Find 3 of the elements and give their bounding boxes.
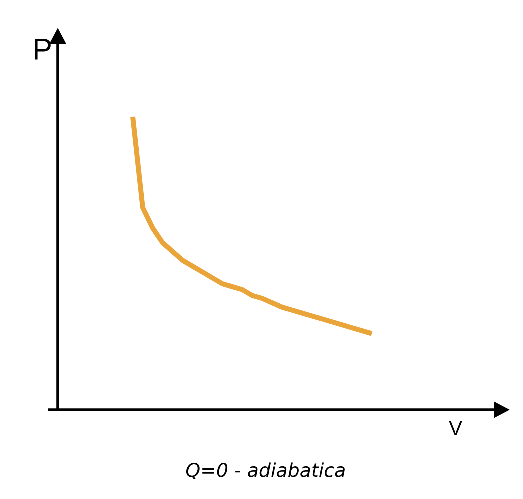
y-axis-title: P: [35, 39, 51, 60]
text: Q=0 - adiabatica: [186, 462, 345, 480]
x-axis-title: V: [449, 422, 462, 436]
